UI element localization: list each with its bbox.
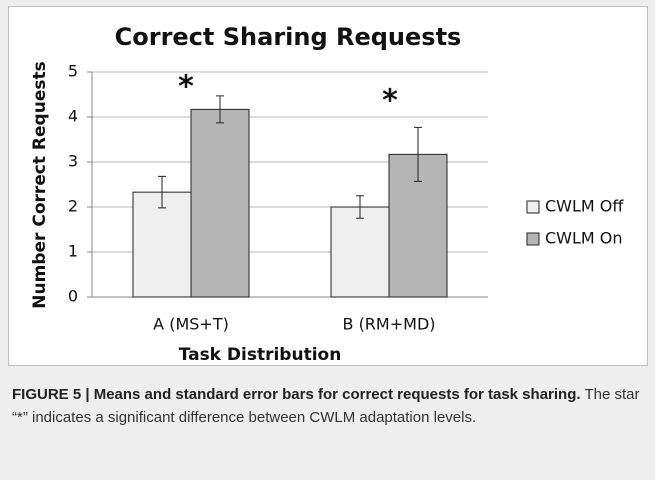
y-tick-label: 3	[68, 152, 78, 171]
error-bar	[158, 175, 166, 209]
legend-swatch	[526, 232, 540, 246]
x-tick-label: B (RM+MD)	[343, 315, 436, 334]
y-tick-label: 5	[68, 62, 78, 81]
legend-swatch	[526, 200, 540, 214]
chart-title: Correct Sharing Requests	[115, 23, 462, 51]
legend-label: CWLM Off	[545, 197, 624, 216]
bar	[330, 206, 390, 298]
bar	[190, 108, 250, 298]
x-axis-label: Task Distribution	[179, 345, 342, 365]
caption: FIGURE 5 | Means and standard error bars…	[12, 383, 642, 429]
y-tick-label: 2	[68, 197, 78, 216]
y-axis-label: Number Correct Requests	[30, 61, 50, 308]
significance-star: *	[382, 84, 398, 119]
chart: Correct Sharing Requests Number Correct …	[30, 23, 624, 365]
error-bar	[414, 126, 422, 182]
error-bar	[216, 95, 224, 124]
significance-star: *	[178, 70, 194, 105]
chart-panel	[8, 6, 648, 366]
legend-label: CWLM On	[545, 229, 623, 248]
caption-text: The star “*” indicates a significant dif…	[12, 386, 640, 426]
y-tick-label: 0	[68, 287, 78, 306]
y-tick-label: 4	[68, 107, 78, 126]
x-tick-label: A (MS+T)	[153, 315, 229, 334]
error-bar	[356, 195, 364, 219]
y-tick-label: 1	[68, 242, 78, 261]
caption-bold: FIGURE 5 | Means and standard error bars…	[12, 386, 581, 403]
